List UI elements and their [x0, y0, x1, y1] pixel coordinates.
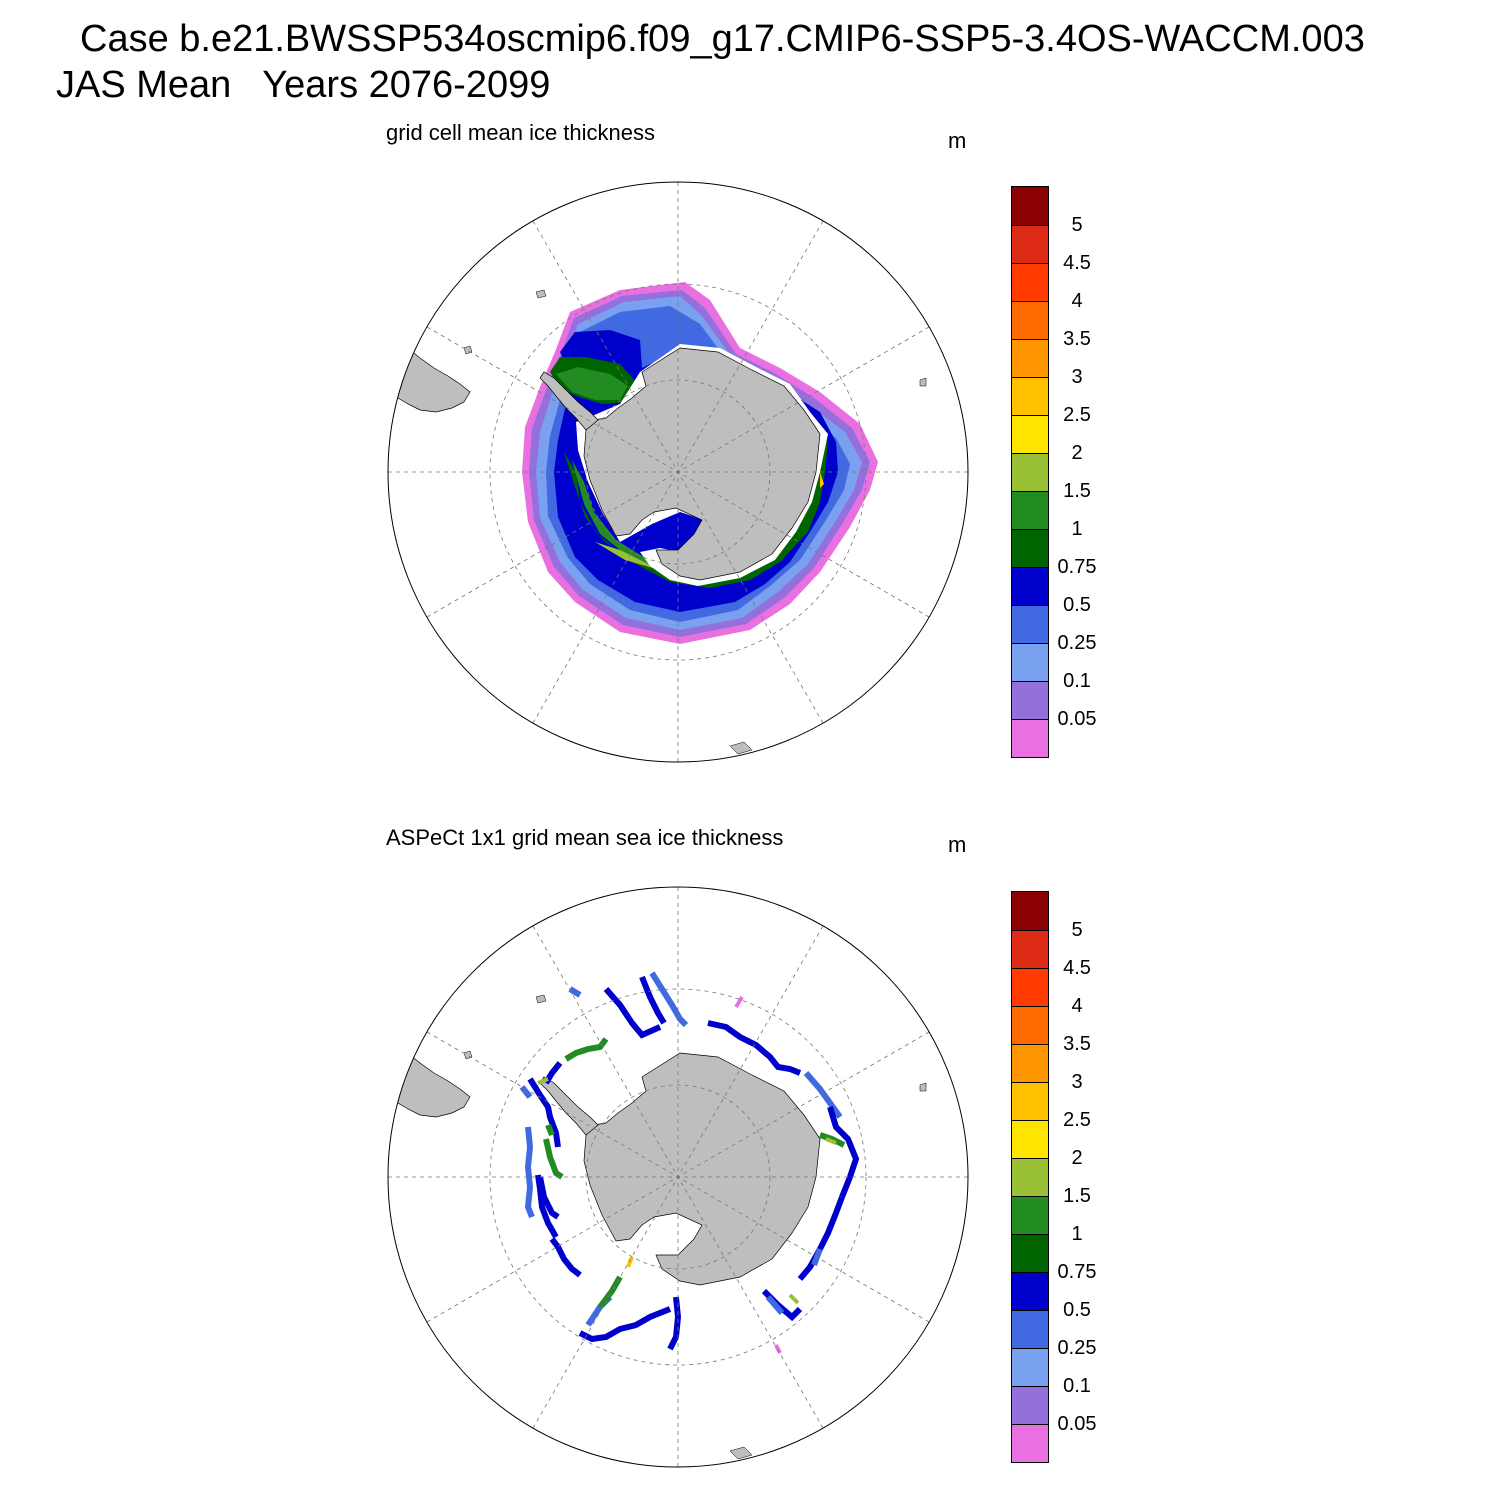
south-america: [389, 349, 471, 413]
colorbar-label: 2: [1071, 1147, 1083, 1169]
colorbar-swatch: [1012, 1196, 1048, 1234]
colorbar-swatch: [1012, 263, 1048, 301]
colorbar-swatch: [1012, 1424, 1048, 1462]
colorbar-label: 3: [1071, 366, 1083, 388]
graticule: [388, 182, 968, 762]
colorbar-swatch: [1012, 1348, 1048, 1386]
colorbar-swatch: [1012, 1082, 1048, 1120]
colorbar-swatch: [1012, 225, 1048, 263]
colorbar-label: 0.1: [1063, 670, 1091, 692]
colorbar-swatch: [1012, 605, 1048, 643]
colorbar-2: [1011, 891, 1049, 1463]
colorbar-label: 0.5: [1063, 594, 1091, 616]
colorbar-label: 0.05: [1057, 708, 1097, 730]
colorbar-swatch: [1012, 968, 1048, 1006]
colorbar-label: 2.5: [1063, 404, 1091, 426]
colorbar-swatch: [1012, 301, 1048, 339]
colorbar-label: 2: [1071, 442, 1083, 464]
aspect-ice-thickness-map: [387, 886, 969, 1468]
colorbar-swatch: [1012, 1234, 1048, 1272]
colorbar-swatch: [1012, 491, 1048, 529]
ice-band-1-5: [556, 367, 812, 574]
colorbar-swatch: [1012, 1310, 1048, 1348]
colorbar-label: 3.5: [1063, 1033, 1091, 1055]
panel1-units: m: [948, 128, 967, 153]
panel2-title: ASPeCt 1x1 grid mean sea ice thickness: [386, 825, 784, 850]
colorbar-swatch: [1012, 643, 1048, 681]
colorbar-label: 1.5: [1063, 480, 1091, 502]
colorbar-1: [1011, 186, 1049, 758]
model-ice-thickness-map: [387, 181, 969, 763]
colorbar-swatch: [1012, 453, 1048, 491]
ship-tracks: [519, 971, 860, 1354]
colorbar-label: 0.5: [1063, 1299, 1091, 1321]
colorbar-swatch: [1012, 529, 1048, 567]
colorbar-label: 4: [1071, 290, 1083, 312]
case-title: Case b.e21.BWSSP534oscmip6.f09_g17.CMIP6…: [80, 18, 1365, 60]
colorbar-swatch: [1012, 681, 1048, 719]
colorbar-label: 4.5: [1063, 957, 1091, 979]
panel1-title: grid cell mean ice thickness: [386, 120, 656, 145]
colorbar-swatch: [1012, 415, 1048, 453]
colorbar-swatch: [1012, 339, 1048, 377]
colorbar-swatch: [1012, 719, 1048, 757]
colorbar-swatch: [1012, 1158, 1048, 1196]
colorbar-swatch: [1012, 377, 1048, 415]
colorbar-swatch: [1012, 1006, 1048, 1044]
panel2-units: m: [948, 832, 967, 857]
colorbar-swatch: [1012, 892, 1048, 930]
colorbar-swatch: [1012, 567, 1048, 605]
colorbar-label: 0.05: [1057, 1413, 1097, 1435]
colorbar-swatch: [1012, 1386, 1048, 1424]
colorbar-label: 4: [1071, 995, 1083, 1017]
colorbar-label: 0.25: [1057, 1337, 1097, 1359]
south-america: [389, 1054, 471, 1118]
colorbar-swatch: [1012, 930, 1048, 968]
colorbar-label: 1: [1071, 1223, 1083, 1245]
colorbar-label: 0.1: [1063, 1375, 1091, 1397]
colorbar-label: 0.25: [1057, 632, 1097, 654]
colorbar-label: 4.5: [1063, 252, 1091, 274]
colorbar-swatch: [1012, 1120, 1048, 1158]
antarctic-peninsula: [539, 371, 599, 431]
ice-band-2: [595, 542, 660, 570]
colorbar-label: 3: [1071, 1071, 1083, 1093]
colorbar-label: 0.75: [1057, 1261, 1097, 1283]
colorbar-swatch: [1012, 1272, 1048, 1310]
colorbar-label: 1.5: [1063, 1185, 1091, 1207]
antarctic-peninsula: [539, 1076, 599, 1136]
colorbar-label: 2.5: [1063, 1109, 1091, 1131]
graticule: [388, 887, 968, 1467]
colorbar-label: 5: [1071, 919, 1083, 941]
colorbar-label: 1: [1071, 518, 1083, 540]
colorbar-swatch: [1012, 187, 1048, 225]
period-title: JAS Mean Years 2076-2099: [56, 64, 551, 106]
colorbar-label: 3.5: [1063, 328, 1091, 350]
colorbar-label: 5: [1071, 214, 1083, 236]
colorbar-label: 0.75: [1057, 556, 1097, 578]
colorbar-swatch: [1012, 1044, 1048, 1082]
